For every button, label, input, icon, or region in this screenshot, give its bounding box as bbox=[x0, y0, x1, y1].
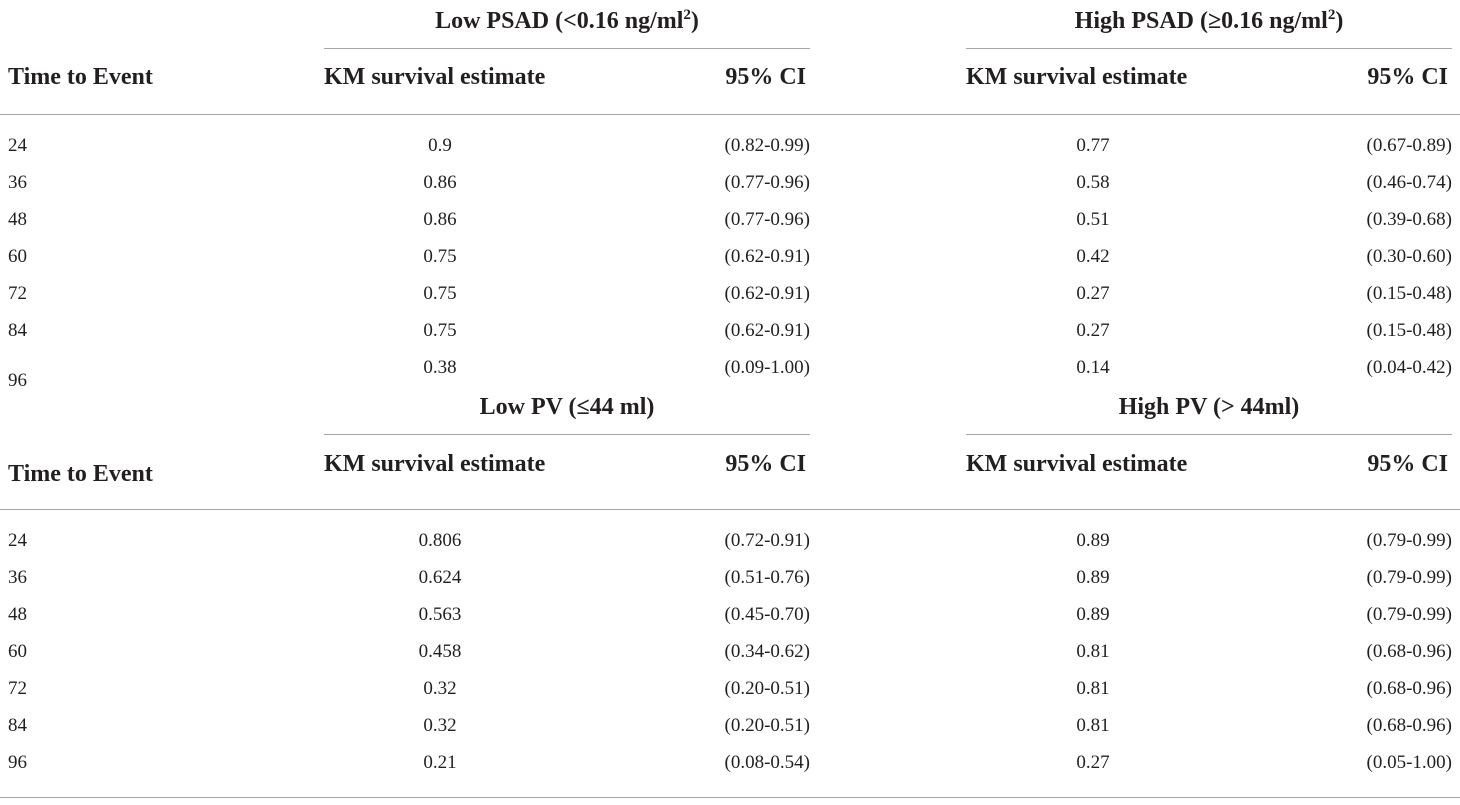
ci-cell: (0.77-0.96) bbox=[724, 172, 810, 193]
row-time: 84 bbox=[8, 715, 27, 736]
km-estimate-cell: 0.89 bbox=[1076, 604, 1110, 625]
row-time: 36 bbox=[8, 172, 27, 193]
km-estimate-cell: 0.58 bbox=[1076, 172, 1110, 193]
row-time: 72 bbox=[8, 283, 27, 304]
km-estimate-cell: 0.81 bbox=[1076, 715, 1110, 736]
km-estimate-cell: 0.32 bbox=[423, 678, 457, 699]
column-header-ci: 95% CI bbox=[725, 451, 806, 477]
group-title: High PV (> 44ml) bbox=[1119, 394, 1300, 421]
ci-cell: (0.45-0.70) bbox=[724, 604, 810, 625]
group-title-superscript: 2 bbox=[1327, 7, 1336, 23]
row-header: Time to Event bbox=[8, 64, 153, 90]
group-title-end: ) bbox=[1335, 8, 1344, 34]
ci-cell: (0.68-0.96) bbox=[1366, 678, 1452, 699]
km-estimate-cell: 0.9 bbox=[428, 135, 452, 156]
km-estimate-cell: 0.27 bbox=[1076, 320, 1110, 341]
column-header-ci: 95% CI bbox=[1367, 64, 1448, 90]
km-estimate-cell: 0.89 bbox=[1076, 530, 1110, 551]
row-time: 96 bbox=[8, 370, 27, 391]
km-estimate-cell: 0.563 bbox=[418, 604, 462, 625]
km-estimate-cell: 0.81 bbox=[1076, 641, 1110, 662]
km-estimate-cell: 0.21 bbox=[423, 752, 457, 773]
column-header-ci: 95% CI bbox=[1367, 451, 1448, 477]
group-rule bbox=[324, 48, 810, 49]
row-time: 84 bbox=[8, 320, 27, 341]
ci-cell: (0.09-1.00) bbox=[724, 357, 810, 378]
km-estimate-cell: 0.27 bbox=[1076, 752, 1110, 773]
km-estimate-cell: 0.27 bbox=[1076, 283, 1110, 304]
group-title: Low PSAD (<0.16 ng/ml2) bbox=[435, 8, 699, 35]
ci-cell: (0.08-0.54) bbox=[724, 752, 810, 773]
row-time: 48 bbox=[8, 604, 27, 625]
ci-cell: (0.62-0.91) bbox=[724, 246, 810, 267]
row-time: 96 bbox=[8, 752, 27, 773]
column-header-km-estimate: KM survival estimate bbox=[324, 451, 546, 477]
ci-cell: (0.72-0.91) bbox=[724, 530, 810, 551]
ci-cell: (0.62-0.91) bbox=[724, 283, 810, 304]
ci-cell: (0.15-0.48) bbox=[1366, 283, 1452, 304]
column-header-km-estimate: KM survival estimate bbox=[966, 64, 1188, 90]
km-estimate-cell: 0.32 bbox=[423, 715, 457, 736]
row-time: 24 bbox=[8, 530, 27, 551]
km-estimate-cell: 0.89 bbox=[1076, 567, 1110, 588]
km-estimate-cell: 0.14 bbox=[1076, 357, 1110, 378]
column-header-km-estimate: KM survival estimate bbox=[324, 64, 546, 90]
group-rule bbox=[324, 434, 810, 435]
row-time: 60 bbox=[8, 246, 27, 267]
ci-cell: (0.05-1.00) bbox=[1366, 752, 1452, 773]
row-header: Time to Event bbox=[8, 461, 153, 487]
km-estimate-cell: 0.458 bbox=[418, 641, 462, 662]
km-estimate-cell: 0.81 bbox=[1076, 678, 1110, 699]
ci-cell: (0.68-0.96) bbox=[1366, 641, 1452, 662]
ci-cell: (0.39-0.68) bbox=[1366, 209, 1452, 230]
km-estimate-cell: 0.806 bbox=[418, 530, 462, 551]
group-rule bbox=[966, 434, 1452, 435]
ci-cell: (0.79-0.99) bbox=[1366, 604, 1452, 625]
group-title-superscript: 2 bbox=[683, 7, 691, 23]
km-estimate-cell: 0.42 bbox=[1076, 246, 1110, 267]
ci-cell: (0.30-0.60) bbox=[1366, 246, 1452, 267]
km-estimate-cell: 0.75 bbox=[423, 320, 457, 341]
header-rule bbox=[0, 509, 1460, 510]
ci-cell: (0.62-0.91) bbox=[724, 320, 810, 341]
ci-cell: (0.82-0.99) bbox=[724, 135, 810, 156]
km-estimate-cell: 0.86 bbox=[423, 172, 457, 193]
column-header-km-estimate: KM survival estimate bbox=[966, 451, 1188, 477]
column-header-ci: 95% CI bbox=[725, 64, 806, 90]
km-estimate-cell: 0.51 bbox=[1076, 209, 1110, 230]
group-title-text: Low PV (≤44 ml) bbox=[479, 394, 655, 420]
km-estimate-cell: 0.86 bbox=[423, 209, 457, 230]
km-estimate-cell: 0.75 bbox=[423, 246, 457, 267]
km-estimate-cell: 0.624 bbox=[418, 567, 462, 588]
ci-cell: (0.04-0.42) bbox=[1366, 357, 1452, 378]
group-rule bbox=[966, 48, 1452, 49]
group-title-text: Low PSAD (<0.16 ng/ml bbox=[435, 8, 684, 34]
ci-cell: (0.67-0.89) bbox=[1366, 135, 1452, 156]
ci-cell: (0.15-0.48) bbox=[1366, 320, 1452, 341]
ci-cell: (0.51-0.76) bbox=[724, 567, 810, 588]
ci-cell: (0.77-0.96) bbox=[724, 209, 810, 230]
ci-cell: (0.68-0.96) bbox=[1366, 715, 1452, 736]
row-time: 60 bbox=[8, 641, 27, 662]
group-title-text: High PSAD (≥0.16 ng/ml bbox=[1074, 8, 1328, 34]
row-time: 72 bbox=[8, 678, 27, 699]
ci-cell: (0.46-0.74) bbox=[1366, 172, 1452, 193]
group-title-text: High PV (> 44ml) bbox=[1118, 394, 1300, 420]
row-time: 36 bbox=[8, 567, 27, 588]
row-time: 24 bbox=[8, 135, 27, 156]
ci-cell: (0.79-0.99) bbox=[1366, 567, 1452, 588]
ci-cell: (0.20-0.51) bbox=[724, 715, 810, 736]
ci-cell: (0.34-0.62) bbox=[724, 641, 810, 662]
group-title-end: ) bbox=[690, 8, 699, 34]
km-estimate-cell: 0.77 bbox=[1076, 135, 1110, 156]
table-bottom-rule bbox=[0, 797, 1460, 798]
group-title: Low PV (≤44 ml) bbox=[480, 394, 655, 421]
ci-cell: (0.20-0.51) bbox=[724, 678, 810, 699]
ci-cell: (0.79-0.99) bbox=[1366, 530, 1452, 551]
km-estimate-cell: 0.75 bbox=[423, 283, 457, 304]
header-rule bbox=[0, 114, 1460, 115]
km-estimate-cell: 0.38 bbox=[423, 357, 457, 378]
group-title: High PSAD (≥0.16 ng/ml2) bbox=[1075, 8, 1344, 35]
row-time: 48 bbox=[8, 209, 27, 230]
